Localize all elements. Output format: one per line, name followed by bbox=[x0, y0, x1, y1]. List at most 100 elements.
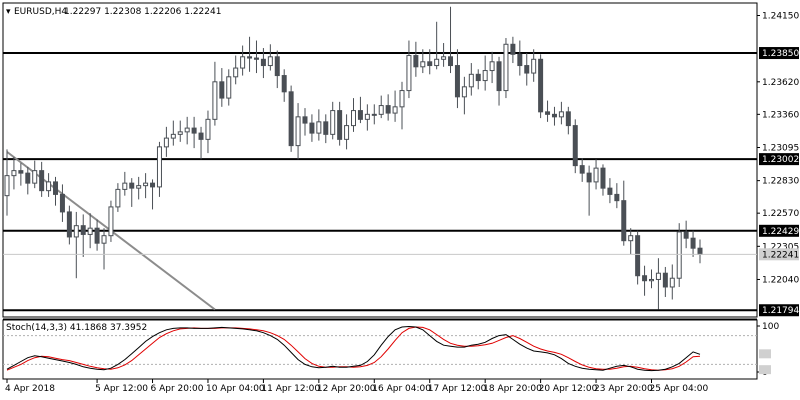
candle-bull bbox=[434, 58, 440, 67]
candle-bear bbox=[565, 111, 571, 127]
candle-bull bbox=[73, 225, 79, 238]
level-label-box bbox=[759, 47, 799, 60]
stoch-signal-value-box bbox=[759, 365, 771, 375]
candle-bull bbox=[136, 185, 142, 189]
candle-bear bbox=[309, 122, 315, 134]
candle-bull bbox=[295, 116, 301, 147]
time-tick-label: 18 Apr 20:00 bbox=[483, 384, 542, 394]
candle-bear bbox=[586, 172, 592, 183]
candle-bear bbox=[288, 91, 294, 147]
candle-bear bbox=[385, 105, 391, 114]
price-tick-label: 1.23360 bbox=[762, 110, 799, 120]
time-tick-label: 11 Apr 12:00 bbox=[261, 384, 320, 394]
candle-bull bbox=[399, 90, 405, 108]
price-tick-label: 1.23095 bbox=[762, 143, 799, 153]
candle-bear bbox=[357, 110, 363, 120]
candle-bear bbox=[697, 247, 703, 255]
candle-bull bbox=[503, 43, 509, 92]
candle-bull bbox=[267, 56, 273, 67]
candle-bull bbox=[558, 111, 564, 118]
price-tick-label: 1.24150 bbox=[762, 12, 799, 22]
candle-bear bbox=[572, 125, 578, 167]
candle-bull bbox=[441, 56, 447, 60]
chart-header-ohlc: 1.22297 1.22308 1.22206 1.22241 bbox=[64, 7, 221, 17]
chart-header-symbol: EURUSD,H4 bbox=[14, 7, 67, 17]
candle-bear bbox=[53, 181, 59, 195]
level-label: 1.23002 bbox=[762, 155, 799, 165]
candle-bull bbox=[392, 106, 398, 114]
candle-bear bbox=[39, 170, 45, 192]
price-tick-label: 1.22570 bbox=[762, 209, 799, 219]
candle-bear bbox=[219, 81, 225, 99]
candle-bull bbox=[378, 105, 384, 115]
candle-bear bbox=[642, 275, 648, 282]
candle-bull bbox=[240, 56, 246, 69]
candle-bull bbox=[32, 170, 38, 184]
candle-bull bbox=[205, 118, 211, 140]
candle-bull bbox=[233, 67, 239, 78]
candle-bear bbox=[247, 56, 253, 59]
candle-bull bbox=[489, 61, 495, 72]
candle-bear bbox=[545, 111, 551, 115]
candle-bull bbox=[676, 231, 682, 279]
candle-bull bbox=[87, 227, 93, 235]
candle-bull bbox=[628, 235, 634, 242]
level-label: 1.23850 bbox=[762, 49, 799, 59]
candle-bull bbox=[170, 133, 176, 139]
candle-bull bbox=[468, 73, 474, 88]
candle-bull bbox=[163, 137, 169, 148]
candle-bear bbox=[662, 272, 668, 288]
candle-bull bbox=[212, 81, 218, 120]
candle-bear bbox=[690, 237, 696, 249]
candle-bull bbox=[364, 113, 370, 120]
candle-bear bbox=[454, 65, 460, 98]
candle-bull bbox=[655, 272, 661, 280]
candle-bear bbox=[579, 165, 585, 174]
candle-bear bbox=[198, 132, 204, 140]
candle-bull bbox=[184, 127, 190, 133]
candle-bear bbox=[448, 56, 454, 67]
price-tick-label: 1.22040 bbox=[762, 275, 799, 285]
time-tick-label: 25 Apr 04:00 bbox=[649, 384, 708, 394]
candle-bear bbox=[274, 56, 280, 77]
candle-bear bbox=[600, 167, 606, 189]
candle-bull bbox=[351, 110, 356, 127]
candle-bear bbox=[337, 110, 343, 140]
candle-bull bbox=[11, 170, 17, 177]
candle-bear bbox=[621, 200, 627, 242]
time-tick-label: 12 Apr 20:00 bbox=[317, 384, 376, 394]
level-label-box bbox=[759, 224, 799, 237]
candle-bear bbox=[607, 187, 613, 195]
candle-bear bbox=[66, 211, 72, 238]
candle-bull bbox=[4, 175, 10, 197]
candle-bear bbox=[150, 182, 156, 188]
level-label-box bbox=[759, 304, 799, 317]
stoch-tick-label: 100 bbox=[762, 322, 779, 332]
candle-bear bbox=[683, 231, 689, 239]
candle-bear bbox=[129, 182, 135, 189]
candle-bear bbox=[524, 65, 530, 74]
candle-bear bbox=[517, 53, 523, 67]
chart-header-symbol-icon: ▾ bbox=[6, 7, 11, 17]
candle-bear bbox=[427, 61, 433, 67]
candle-bull bbox=[226, 76, 232, 99]
time-tick-label: 17 Apr 12:00 bbox=[428, 384, 487, 394]
stoch-main-value-box bbox=[759, 349, 771, 359]
candle-bear bbox=[551, 113, 557, 118]
candle-bear bbox=[302, 116, 308, 124]
stoch-main-line bbox=[6, 325, 701, 372]
candle-bear bbox=[538, 58, 544, 113]
candle-bear bbox=[496, 61, 502, 92]
time-tick-label: 20 Apr 12:00 bbox=[539, 384, 598, 394]
candle-bear bbox=[191, 127, 197, 134]
candle-bull bbox=[316, 121, 322, 134]
stoch-pane-frame bbox=[2, 319, 758, 380]
candle-bear bbox=[413, 55, 419, 68]
price-tick-label: 1.23620 bbox=[762, 78, 799, 88]
candle-bull bbox=[531, 58, 537, 74]
candle-bear bbox=[510, 43, 516, 55]
candle-bear bbox=[323, 121, 329, 135]
candle-bear bbox=[59, 193, 65, 213]
